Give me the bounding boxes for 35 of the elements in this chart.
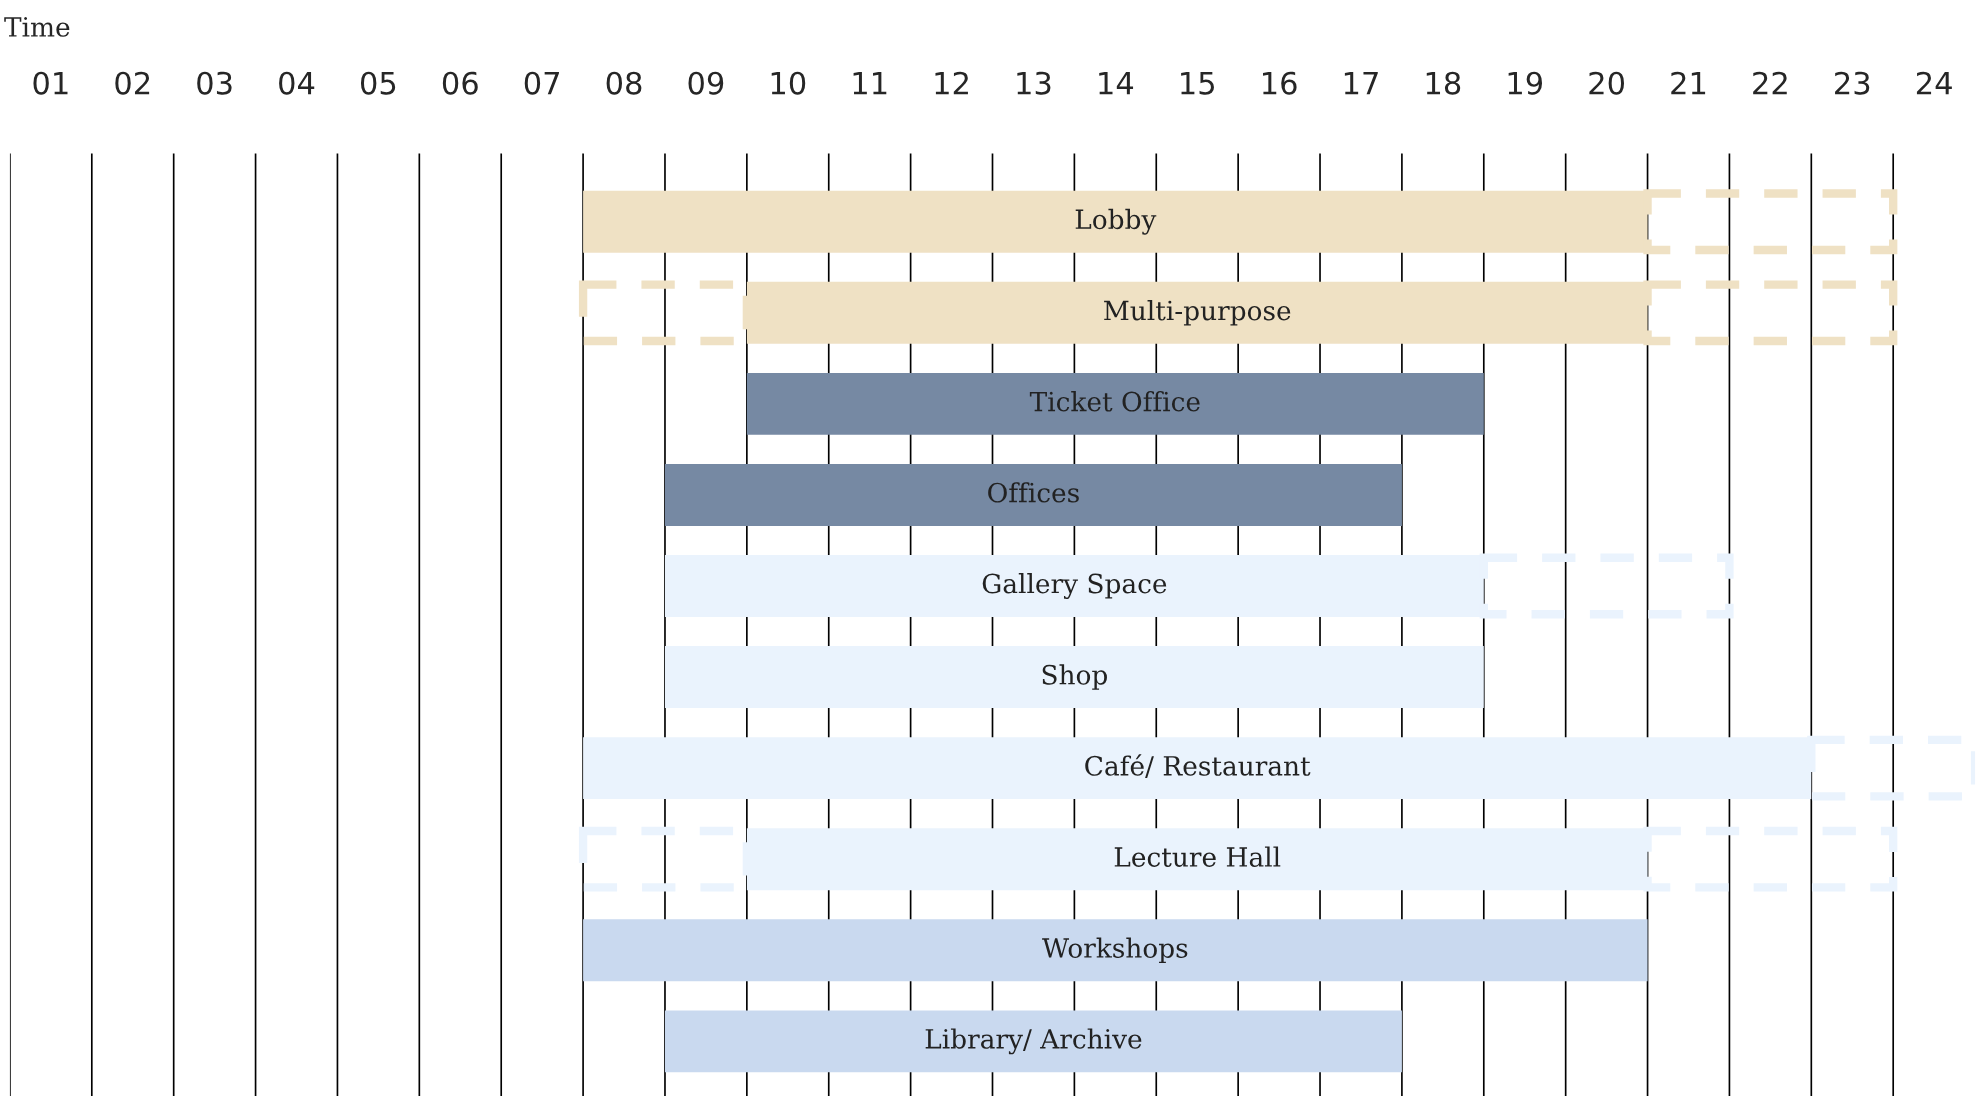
x-tick-label: 04 [279,71,315,95]
x-tick-label: 10 [771,71,806,95]
y-tick-label: Offices [988,482,1079,503]
x-tick-label: 01 [33,71,68,95]
y-tick-label: Lecture Hall [1114,846,1281,867]
x-tick-label: 16 [1263,71,1297,95]
x-tick-label: 13 [1017,71,1051,95]
x-tick-label: 06 [442,71,478,95]
x-tick-label: 12 [935,71,968,95]
x-tick-label: 20 [1589,71,1625,95]
x-tick-label: 15 [1181,72,1214,95]
x-tick-label: 08 [606,71,642,95]
y-tick-label: Lobby [1075,208,1157,235]
x-tick-label: 07 [524,71,559,95]
y-tick-label: Shop [1042,664,1107,690]
y-tick-label: Workshops [1042,937,1188,964]
x-tick-label: 14 [1099,72,1134,95]
y-tick-label: Multi-purpose [1104,300,1291,326]
x-tick-label: 03 [197,71,232,95]
x-tick-label: 09 [688,71,724,95]
x-tick-label: 23 [1835,71,1870,95]
y-tick-label: Gallery Space [982,573,1167,599]
x-tick-label: 19 [1508,71,1543,95]
x-tick-label: 17 [1344,72,1378,95]
x-axis-title: Time [4,17,70,37]
x-tick-label: 05 [360,71,396,95]
y-tick-label: Ticket Office [1029,391,1200,412]
x-tick-label: 24 [1916,71,1952,95]
y-tick-label: Library/ Archive [925,1028,1142,1055]
y-tick-label: Café/ Restaurant [1085,754,1311,778]
x-tick-label: 02 [115,71,150,95]
x-tick-label: 22 [1753,71,1787,95]
x-tick-label: 18 [1426,71,1461,95]
x-tick-label: 11 [853,72,887,95]
x-tick-label: 21 [1671,71,1706,95]
